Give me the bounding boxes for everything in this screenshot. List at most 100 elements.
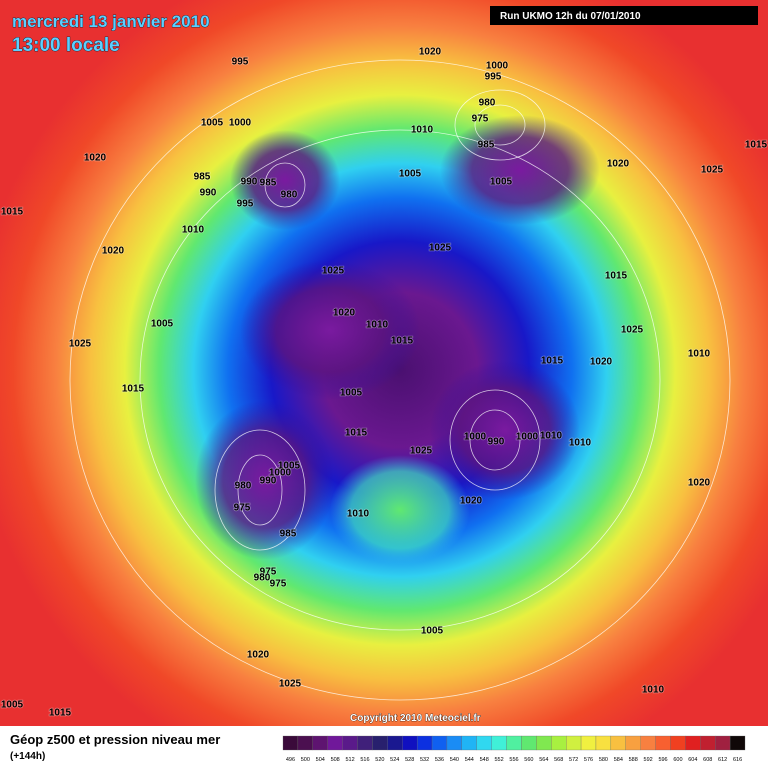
pressure-label: 1020 <box>247 650 270 661</box>
pressure-label: 1025 <box>279 679 302 690</box>
pressure-label: 1005 <box>490 177 513 188</box>
legend-swatch <box>700 735 716 751</box>
pressure-label: 1020 <box>102 246 125 257</box>
legend-value: 564 <box>539 757 548 763</box>
pressure-label: 1005 <box>201 118 224 129</box>
legend-swatch <box>372 735 388 751</box>
low-area <box>230 130 340 230</box>
pressure-label: 1015 <box>605 271 628 282</box>
legend-value: 592 <box>644 757 653 763</box>
pressure-label: 985 <box>194 172 211 183</box>
pressure-label: 1010 <box>642 685 665 696</box>
pressure-label: 1010 <box>688 349 711 360</box>
run-box <box>490 6 758 25</box>
pressure-label: 980 <box>281 190 298 201</box>
pressure-label: 980 <box>235 481 252 492</box>
legend-value: 560 <box>524 757 533 763</box>
pressure-label: 1005 <box>421 626 444 637</box>
pressure-label: 995 <box>237 199 254 210</box>
pressure-label: 1010 <box>540 431 563 442</box>
pressure-label: 1025 <box>322 266 345 277</box>
legend-swatch <box>312 735 328 751</box>
pressure-label: 985 <box>260 178 277 189</box>
pressure-label: 1000 <box>229 118 252 129</box>
legend-swatch <box>461 735 477 751</box>
ridge-area <box>330 455 470 565</box>
pressure-label: 1000 <box>486 61 509 72</box>
legend-value: 500 <box>301 757 310 763</box>
low-area <box>195 400 335 560</box>
legend-swatch <box>357 735 373 751</box>
pressure-label: 1005 <box>340 388 363 399</box>
pressure-label: 1000 <box>269 468 292 479</box>
pressure-label: 1010 <box>347 509 370 520</box>
isobars <box>69 59 731 701</box>
pressure-label: 980 <box>254 573 271 584</box>
legend-value: 524 <box>390 757 399 763</box>
pressure-label: 1025 <box>621 325 644 336</box>
legend-title: Géop z500 et pression niveau mer <box>10 732 220 747</box>
legend-value: 504 <box>316 757 325 763</box>
legend-swatch <box>491 735 507 751</box>
legend-value: 540 <box>450 757 459 763</box>
legend-swatch <box>536 735 552 751</box>
pressure-label: 995 <box>485 72 502 83</box>
date-title: mercredi 13 janvier 2010 <box>12 12 210 31</box>
pressure-label: 1005 <box>1 700 24 711</box>
pressure-label: 1000 <box>516 432 539 443</box>
pressure-label: 1015 <box>541 356 564 367</box>
low-area <box>440 115 600 225</box>
pressure-label: 995 <box>232 57 249 68</box>
pressure-label: 985 <box>280 529 297 540</box>
run-info: Run UKMO 12h du 07/01/2010 <box>500 11 641 22</box>
pressure-label: 1015 <box>345 428 368 439</box>
pressure-label: 1010 <box>366 320 389 331</box>
legend-swatch <box>282 735 299 751</box>
legend-value: 600 <box>673 757 682 763</box>
low-area <box>240 260 420 400</box>
legend-swatch <box>446 735 462 751</box>
legend-swatch <box>297 735 313 751</box>
pressure-label: 985 <box>478 140 495 151</box>
legend-swatch <box>431 735 448 751</box>
pressure-label: 975 <box>270 579 287 590</box>
pressure-label: 1010 <box>569 438 592 449</box>
copyright: Copyright 2010 Meteociel.fr <box>350 713 481 724</box>
legend-swatch <box>655 735 671 751</box>
legend-swatch <box>402 735 418 751</box>
pressure-label: 990 <box>241 177 258 188</box>
pressure-label: 1015 <box>49 708 72 719</box>
legend-value: 512 <box>345 757 354 763</box>
legend-value: 548 <box>480 757 489 763</box>
legend-value: 612 <box>718 757 727 763</box>
legend-value: 596 <box>658 757 667 763</box>
pressure-label: 1025 <box>701 165 724 176</box>
legend-swatch <box>640 735 656 751</box>
legend-value: 572 <box>569 757 578 763</box>
pressure-label: 1020 <box>333 308 356 319</box>
legend-value: 520 <box>375 757 384 763</box>
legend-swatch <box>670 735 686 751</box>
legend-swatch <box>551 735 567 751</box>
pressure-label: 990 <box>488 437 505 448</box>
legend-value: 532 <box>420 757 429 763</box>
pressure-label: 1015 <box>1 207 24 218</box>
pressure-label: 1005 <box>278 461 301 472</box>
legend-value: 536 <box>435 757 444 763</box>
pressure-label: 1025 <box>69 339 92 350</box>
legend-swatch <box>580 735 597 751</box>
legend-value: 528 <box>405 757 414 763</box>
legend-subtitle: (+144h) <box>10 751 45 762</box>
pressure-label: 1020 <box>84 153 107 164</box>
legend-swatch <box>521 735 537 751</box>
legend-value: 508 <box>331 757 340 763</box>
legend-value: 496 <box>286 757 295 763</box>
time-title: 13:00 locale <box>12 35 120 56</box>
pressure-label: 1005 <box>399 169 422 180</box>
legend-swatch <box>610 735 626 751</box>
legend-value: 516 <box>360 757 369 763</box>
legend-swatch <box>342 735 358 751</box>
pressure-label: 1020 <box>590 357 613 368</box>
pressure-label: 1015 <box>745 140 768 151</box>
